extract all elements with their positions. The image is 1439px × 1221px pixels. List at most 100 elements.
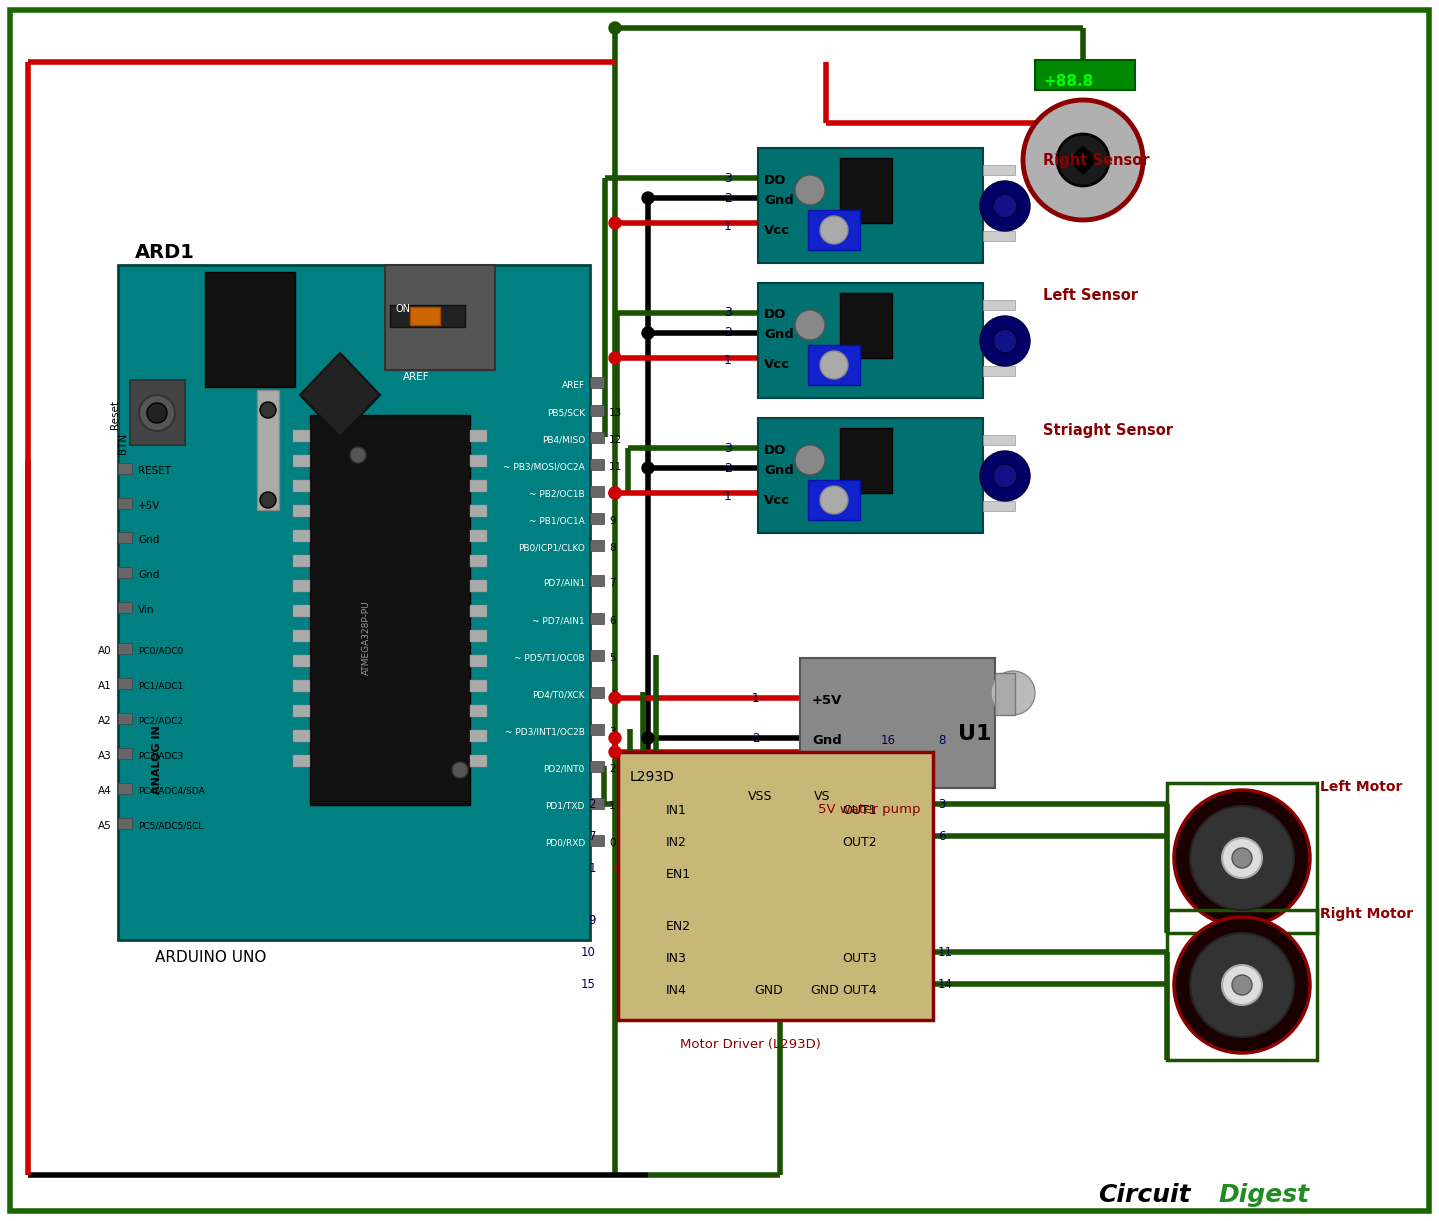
Bar	[809, 480, 861, 520]
Circle shape	[1023, 100, 1143, 220]
Text: 13: 13	[609, 408, 622, 418]
Circle shape	[794, 175, 825, 205]
Bar	[294, 430, 309, 442]
Circle shape	[140, 396, 176, 431]
Polygon shape	[1069, 147, 1097, 175]
Text: PD7/AIN1: PD7/AIN1	[543, 579, 586, 587]
Text: ~ PB1/OC1A: ~ PB1/OC1A	[530, 516, 586, 525]
Bar	[294, 705, 309, 717]
Bar	[294, 455, 309, 466]
Bar	[471, 755, 486, 767]
Bar	[118, 783, 132, 794]
Text: IN3: IN3	[666, 952, 686, 965]
Circle shape	[1174, 790, 1309, 926]
Text: 3: 3	[724, 306, 732, 320]
Bar	[983, 468, 1014, 477]
Bar	[590, 650, 604, 661]
Text: 1: 1	[724, 354, 732, 368]
Bar	[118, 463, 132, 474]
Bar	[471, 530, 486, 542]
Text: PB0/ICP1/CLKO: PB0/ICP1/CLKO	[518, 543, 586, 552]
Circle shape	[993, 328, 1017, 353]
Circle shape	[1232, 849, 1252, 868]
Text: ARDUINO UNO: ARDUINO UNO	[155, 950, 266, 965]
Text: 1: 1	[609, 801, 616, 811]
Text: VS: VS	[814, 790, 830, 803]
Circle shape	[820, 350, 848, 379]
Text: 3: 3	[609, 726, 616, 737]
Text: PD1/TXD: PD1/TXD	[545, 801, 586, 811]
Circle shape	[980, 181, 1030, 231]
Text: Vcc: Vcc	[764, 493, 790, 507]
Text: PC0/ADC0: PC0/ADC0	[138, 646, 183, 656]
Text: BTN: BTN	[118, 433, 128, 454]
Bar	[590, 405, 604, 416]
Text: +5V: +5V	[138, 501, 160, 512]
Text: A0: A0	[98, 646, 112, 656]
Text: 1: 1	[724, 490, 732, 503]
Bar	[590, 761, 604, 772]
Text: IN2: IN2	[666, 836, 686, 849]
Bar	[471, 654, 486, 667]
Bar	[471, 480, 486, 492]
Bar	[983, 333, 1014, 343]
Bar	[983, 366, 1014, 376]
Text: DO: DO	[764, 173, 786, 187]
Text: 8: 8	[609, 543, 616, 553]
Circle shape	[147, 403, 167, 422]
Bar	[118, 532, 132, 543]
Circle shape	[993, 194, 1017, 219]
Text: 5: 5	[609, 653, 616, 663]
Bar	[410, 306, 440, 325]
Text: 10: 10	[581, 945, 596, 958]
Bar	[294, 604, 309, 617]
Circle shape	[1222, 838, 1262, 878]
Text: 9: 9	[609, 516, 616, 526]
Text: 4: 4	[609, 690, 616, 700]
Bar	[983, 501, 1014, 512]
Text: 7: 7	[589, 829, 596, 842]
Bar	[590, 513, 604, 524]
Bar	[590, 724, 604, 735]
Bar	[590, 540, 604, 551]
Bar	[983, 165, 1014, 175]
Bar	[118, 567, 132, 578]
Bar	[118, 748, 132, 759]
Text: 3: 3	[724, 442, 732, 454]
Text: 11: 11	[938, 945, 953, 958]
Circle shape	[794, 310, 825, 339]
Text: PC5/ADC5/SCL: PC5/ADC5/SCL	[138, 822, 203, 830]
Text: Reset: Reset	[109, 400, 119, 429]
Text: VSS: VSS	[748, 790, 773, 803]
Text: Gnd: Gnd	[764, 193, 794, 206]
Bar	[471, 630, 486, 642]
Text: PD4/T0/XCK: PD4/T0/XCK	[532, 691, 586, 700]
Text: Motor Driver (L293D): Motor Driver (L293D)	[681, 1038, 820, 1051]
Bar	[471, 556, 486, 567]
Text: A1: A1	[98, 681, 112, 691]
Text: GND: GND	[810, 984, 839, 998]
Text: 2: 2	[589, 797, 596, 811]
Text: ON: ON	[394, 304, 410, 314]
Text: OUT1: OUT1	[842, 803, 876, 817]
Bar	[809, 346, 861, 385]
Bar	[390, 305, 465, 327]
Bar	[983, 198, 1014, 208]
Text: 11: 11	[609, 462, 622, 473]
Bar	[1167, 783, 1317, 933]
Bar	[590, 799, 604, 810]
Text: ANALOG IN: ANALOG IN	[153, 725, 163, 795]
Bar	[294, 630, 309, 642]
Circle shape	[820, 216, 848, 244]
Circle shape	[609, 487, 622, 499]
Bar	[294, 580, 309, 592]
Bar	[294, 755, 309, 767]
Circle shape	[820, 486, 848, 514]
Bar	[983, 231, 1014, 241]
Text: 2: 2	[609, 764, 616, 774]
Circle shape	[1222, 965, 1262, 1005]
Text: Right Sensor: Right Sensor	[1043, 153, 1150, 168]
Text: EN1: EN1	[666, 868, 691, 882]
Text: 3: 3	[724, 171, 732, 184]
Text: AREF: AREF	[561, 381, 586, 389]
